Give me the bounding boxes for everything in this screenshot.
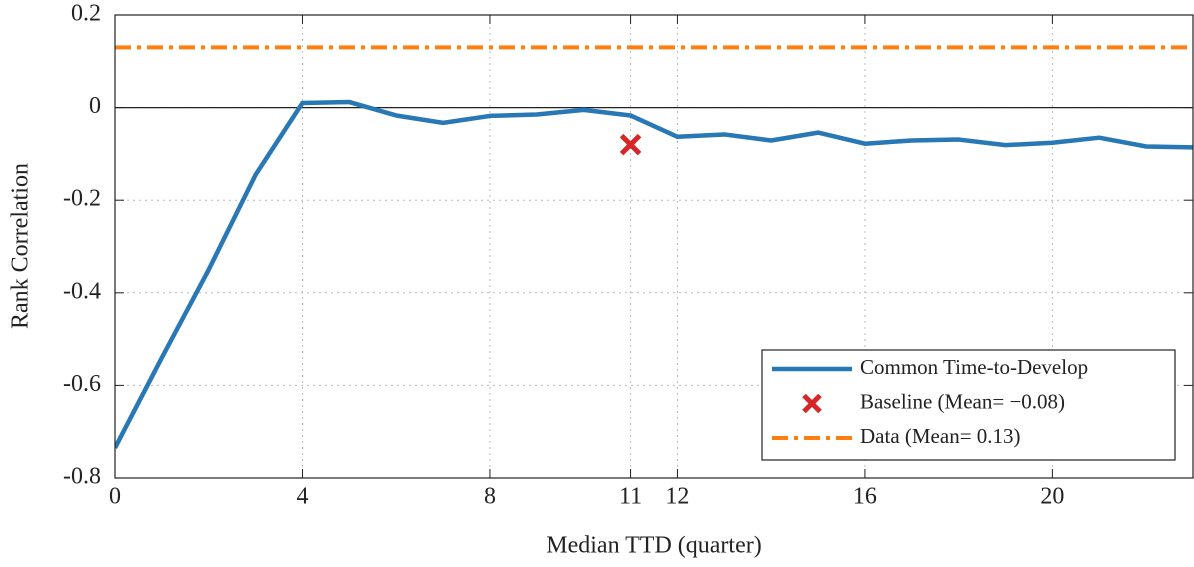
y-tick-label: 0.2 <box>71 1 101 27</box>
x-tick-label: 12 <box>665 484 689 510</box>
y-tick-label: -0.4 <box>63 278 101 304</box>
y-axis-label: Rank Correlation <box>8 163 34 329</box>
axes-frame <box>114 14 1194 479</box>
y-tick-label: -0.2 <box>63 186 101 212</box>
plot-area <box>115 45 1194 449</box>
x-tick-label: 0 <box>109 484 121 510</box>
x-axis-label: Median TTD (quarter) <box>546 533 761 559</box>
x-tick-label: 20 <box>1040 484 1064 510</box>
x-tick-label: 11 <box>619 484 642 510</box>
data-point <box>619 133 642 156</box>
y-tick-label: -0.8 <box>63 464 101 490</box>
legend-label: Baseline (Mean= −0.08) <box>860 389 1065 413</box>
axes: 0 4 8 11 12 16 20 -0.8 -0.6 -0.4 -0.2 0 0.2 <box>63 1 1194 510</box>
legend-swatch <box>802 393 822 414</box>
x-tick-label: 16 <box>853 484 877 510</box>
x-tick-label: 4 <box>296 484 308 510</box>
legend: Common Time-to-Develop Baseline (Mean= −0… <box>761 349 1176 461</box>
y-tick-label: 0 <box>89 93 101 119</box>
legend-label: Common Time-to-Develop <box>860 355 1088 379</box>
x-tick-label: 8 <box>484 484 496 510</box>
legend-label: Data (Mean= 0.13) <box>860 424 1021 448</box>
data-line <box>115 99 1194 449</box>
y-tick-label: -0.6 <box>63 371 101 397</box>
